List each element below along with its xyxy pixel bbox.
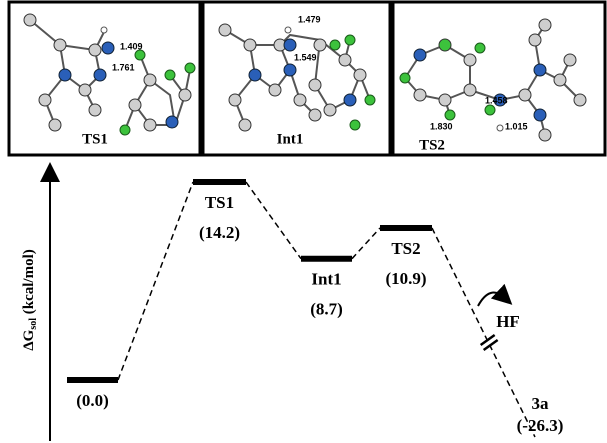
bond-length: 1.015: [505, 121, 528, 131]
value-label: (0.0): [76, 391, 109, 410]
bond-length: 1.830: [430, 121, 453, 131]
panel-label: TS1: [82, 131, 108, 147]
panel-label: Int1: [277, 131, 304, 147]
level-name: TS2: [391, 239, 420, 258]
bond-length: 1.549: [294, 52, 317, 62]
value-label: (10.9): [385, 269, 426, 288]
panel-frame: [393, 2, 605, 155]
bond-length: 1.409: [120, 41, 143, 51]
value-label: (14.2): [199, 223, 240, 242]
connector: [352, 228, 380, 259]
annotation: HF: [496, 312, 520, 331]
connector: [118, 182, 193, 380]
molecule: [24, 14, 195, 135]
level-name: Int1: [311, 270, 341, 289]
release-arrow: [478, 293, 505, 306]
bond-length: 1.458: [485, 95, 508, 105]
connector: [432, 228, 535, 437]
bond-length: 1.479: [298, 14, 321, 24]
molecule: [400, 19, 586, 141]
level-name: TS1: [205, 193, 234, 212]
structure-panels: 1.409 1.761 TS1 1.479 1.549 Int1 1.458 1…: [9, 2, 605, 155]
molecule: [219, 24, 375, 131]
value-label: (-26.3): [517, 416, 564, 435]
y-axis-label: ΔGsol (kcal/mol): [21, 249, 39, 351]
level-name: 3a: [532, 394, 550, 413]
panel-label: TS2: [419, 137, 445, 153]
connector: [246, 182, 301, 259]
axis-break: [481, 335, 498, 350]
figure: 1.409 1.761 TS1 1.479 1.549 Int1 1.458 1…: [0, 0, 607, 443]
bond-length: 1.761: [112, 62, 135, 72]
value-label: (8.7): [310, 300, 343, 319]
